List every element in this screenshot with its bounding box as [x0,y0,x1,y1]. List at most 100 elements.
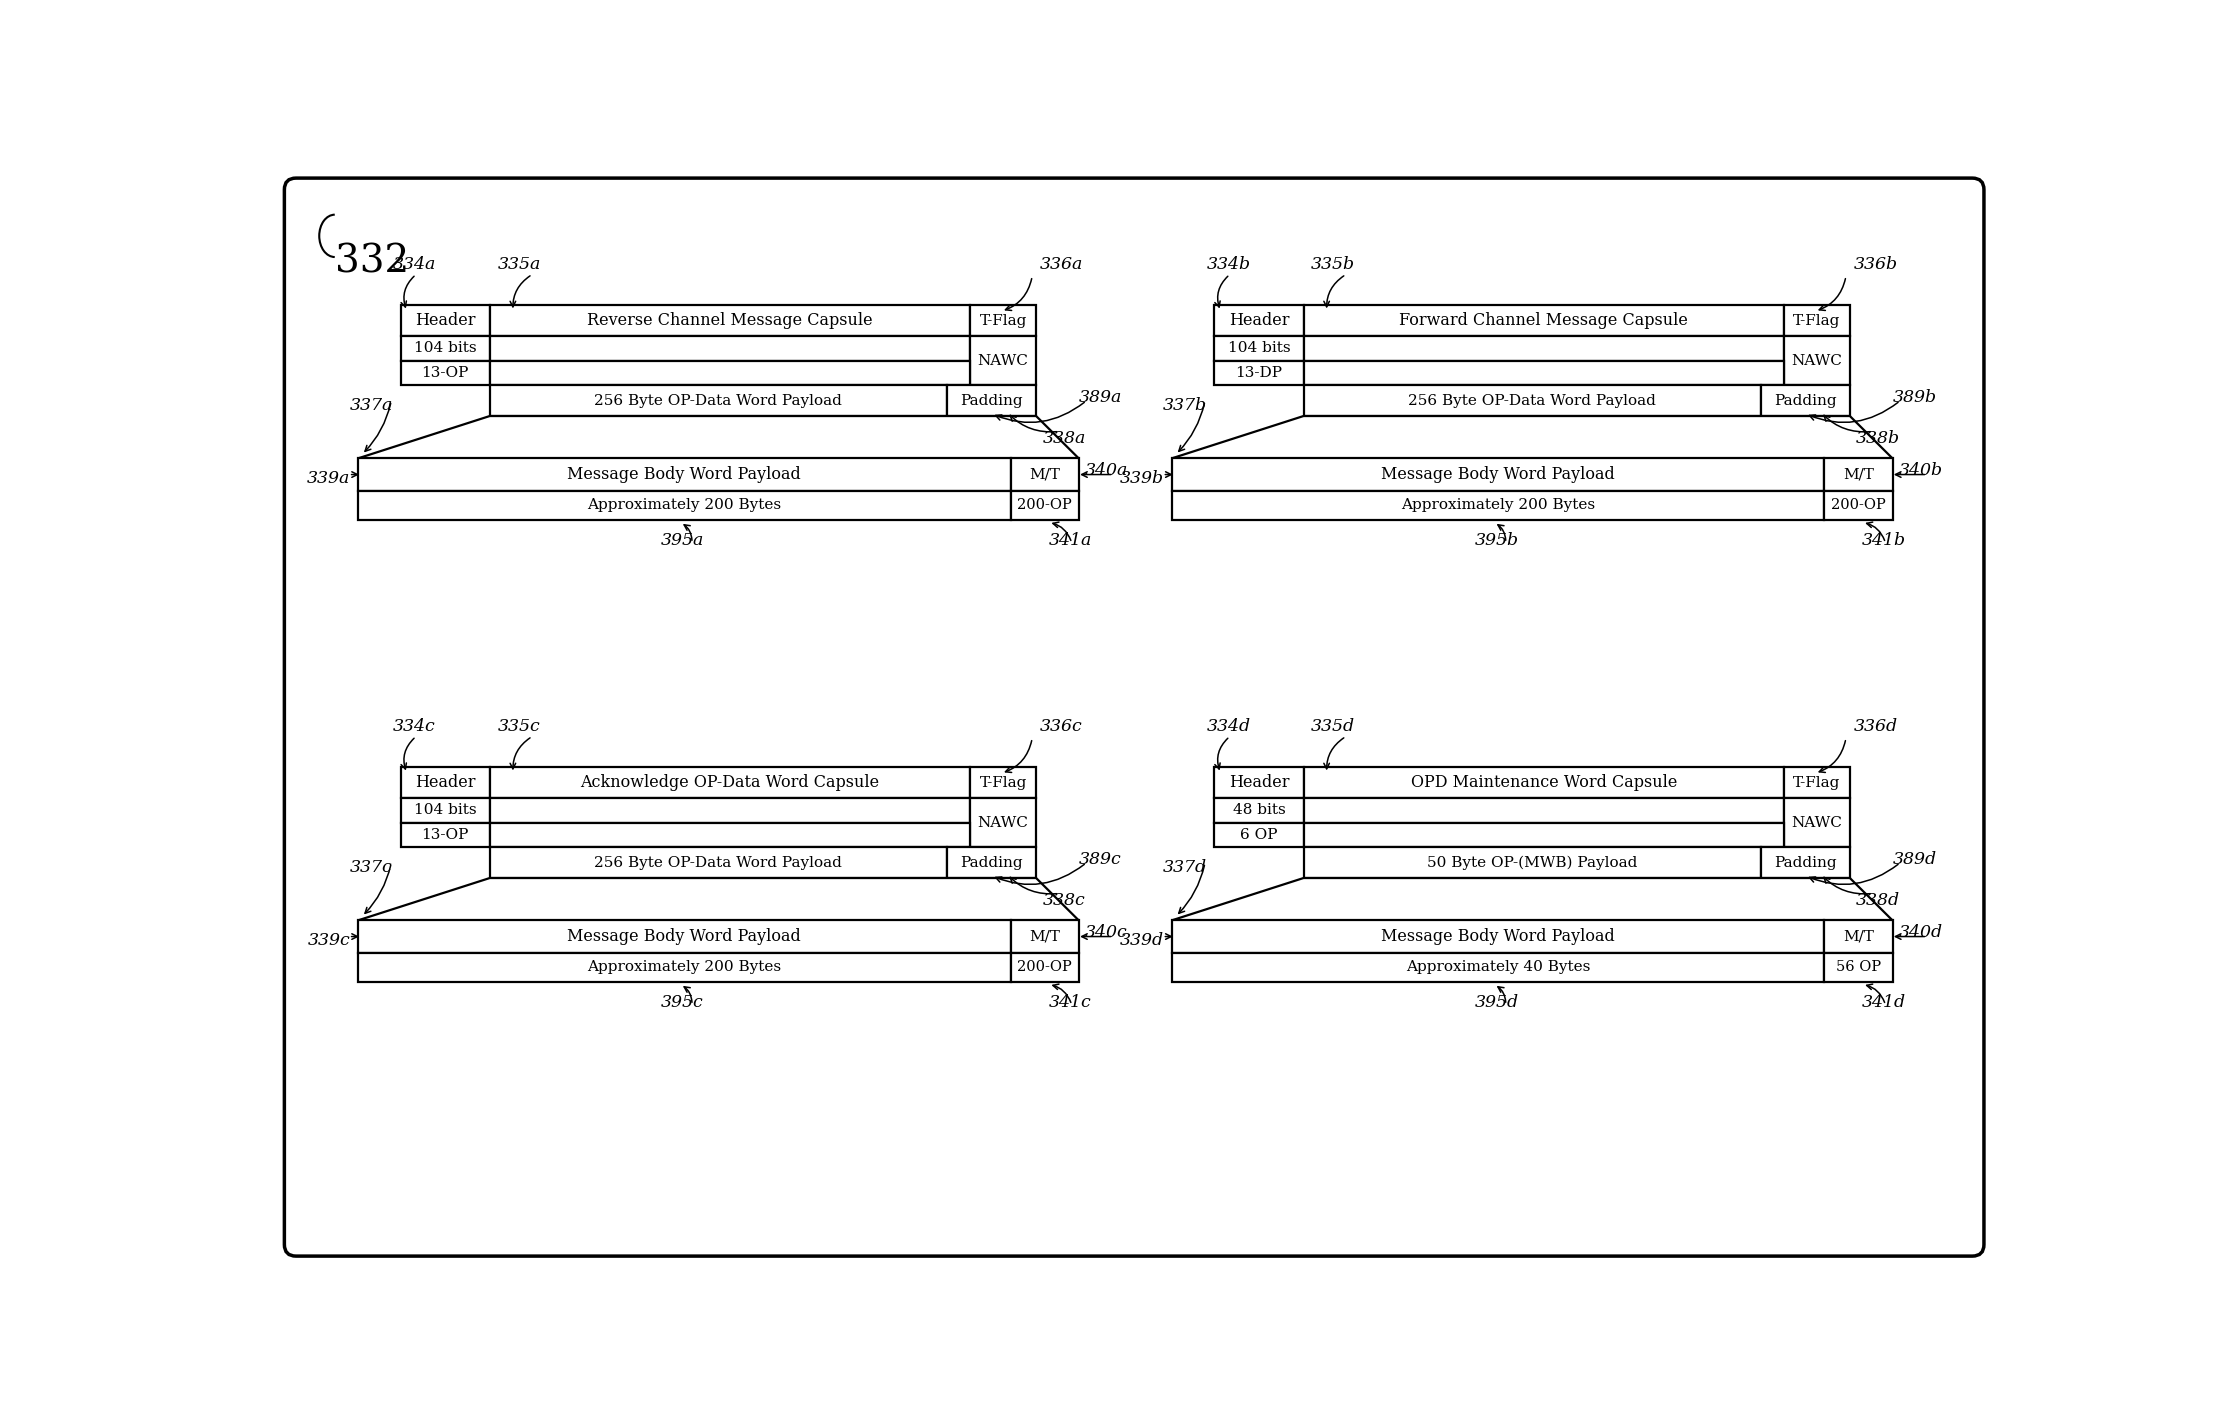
Text: 340b: 340b [1899,462,1943,479]
Bar [1784,798,1850,848]
Bar [359,953,1011,983]
Text: 50 Byte OP-(MWB) Payload: 50 Byte OP-(MWB) Payload [1427,855,1638,870]
Text: 200-OP: 200-OP [1018,498,1071,513]
Text: 334b: 334b [1206,256,1250,273]
Bar [1824,920,1892,953]
Bar [1215,822,1303,848]
Text: 340a: 340a [1084,462,1129,479]
Bar [1215,337,1303,361]
Bar [947,385,1036,416]
Text: 337d: 337d [1162,859,1206,876]
Text: 339d: 339d [1120,932,1164,949]
Bar [1824,491,1892,520]
Text: Header: Header [1228,774,1290,791]
Text: NAWC: NAWC [978,354,1029,368]
Bar [489,305,969,337]
Bar [1784,767,1850,798]
Text: 335d: 335d [1312,719,1354,734]
Text: 334c: 334c [394,719,436,734]
Text: 104 bits: 104 bits [414,341,476,355]
Text: 337a: 337a [350,396,394,413]
Text: Message Body Word Payload: Message Body Word Payload [567,466,801,483]
Bar [1011,459,1078,491]
Bar [359,920,1011,953]
Polygon shape [1171,878,1892,920]
FancyBboxPatch shape [285,178,1983,1257]
Text: 395a: 395a [662,531,704,548]
Bar [1762,385,1850,416]
Text: T-Flag: T-Flag [980,775,1027,790]
Text: Approximately 40 Bytes: Approximately 40 Bytes [1405,960,1591,974]
Text: M/T: M/T [1843,467,1874,481]
Bar [1171,491,1824,520]
Text: 336d: 336d [1854,719,1899,734]
Text: M/T: M/T [1843,930,1874,943]
Text: 56 OP: 56 OP [1837,960,1881,974]
Text: 338b: 338b [1857,430,1901,447]
Text: 6 OP: 6 OP [1239,828,1277,842]
Polygon shape [359,416,1078,459]
Bar [1171,459,1824,491]
Polygon shape [359,878,1078,920]
Text: 340d: 340d [1899,924,1943,941]
Bar [1303,337,1784,361]
Text: 339c: 339c [308,932,350,949]
Text: Acknowledge OP-Data Word Capsule: Acknowledge OP-Data Word Capsule [580,774,879,791]
Bar [969,305,1036,337]
Text: Approximately 200 Bytes: Approximately 200 Bytes [586,498,781,513]
Bar [1303,767,1784,798]
Text: 335a: 335a [498,256,540,273]
Text: 256 Byte OP-Data Word Payload: 256 Byte OP-Data Word Payload [1407,393,1655,408]
Bar [1171,920,1824,953]
Text: Message Body Word Payload: Message Body Word Payload [567,929,801,946]
Bar [1303,385,1762,416]
Text: NAWC: NAWC [1793,354,1843,368]
Text: 335b: 335b [1312,256,1354,273]
Text: 13-OP: 13-OP [420,828,469,842]
Bar [1011,491,1078,520]
Text: Message Body Word Payload: Message Body Word Payload [1381,929,1615,946]
Bar [489,848,947,878]
Text: T-Flag: T-Flag [1793,775,1841,790]
Text: 389a: 389a [1078,389,1122,406]
Bar [1171,953,1824,983]
Text: 336a: 336a [1040,256,1084,273]
Text: 341c: 341c [1049,994,1091,1011]
Bar [401,798,489,822]
Bar [1824,953,1892,983]
Text: 336c: 336c [1040,719,1082,734]
Bar [1215,361,1303,385]
Bar [969,798,1036,848]
Bar [969,767,1036,798]
Text: M/T: M/T [1029,467,1060,481]
Text: Padding: Padding [1775,393,1837,408]
Bar [1303,822,1784,848]
Text: 335c: 335c [498,719,540,734]
Text: Padding: Padding [1775,856,1837,869]
Bar [969,337,1036,385]
Bar [401,767,489,798]
Bar [1215,798,1303,822]
Text: NAWC: NAWC [978,815,1029,829]
Text: 200-OP: 200-OP [1018,960,1071,974]
Text: 339b: 339b [1120,470,1164,487]
Text: 395c: 395c [662,994,704,1011]
Text: 389b: 389b [1892,389,1936,406]
Bar [1215,305,1303,337]
Bar [359,491,1011,520]
Text: 332: 332 [334,244,409,281]
Bar [489,767,969,798]
Bar [1303,798,1784,822]
Text: Approximately 200 Bytes: Approximately 200 Bytes [1401,498,1596,513]
Text: Header: Header [416,774,476,791]
Bar [1011,920,1078,953]
Text: Padding: Padding [960,856,1022,869]
Text: Header: Header [1228,312,1290,329]
Text: 339a: 339a [308,470,350,487]
Text: 48 bits: 48 bits [1233,804,1286,818]
Text: 104 bits: 104 bits [414,804,476,818]
Bar [1215,767,1303,798]
Bar [1303,305,1784,337]
Bar [489,385,947,416]
Text: Padding: Padding [960,393,1022,408]
